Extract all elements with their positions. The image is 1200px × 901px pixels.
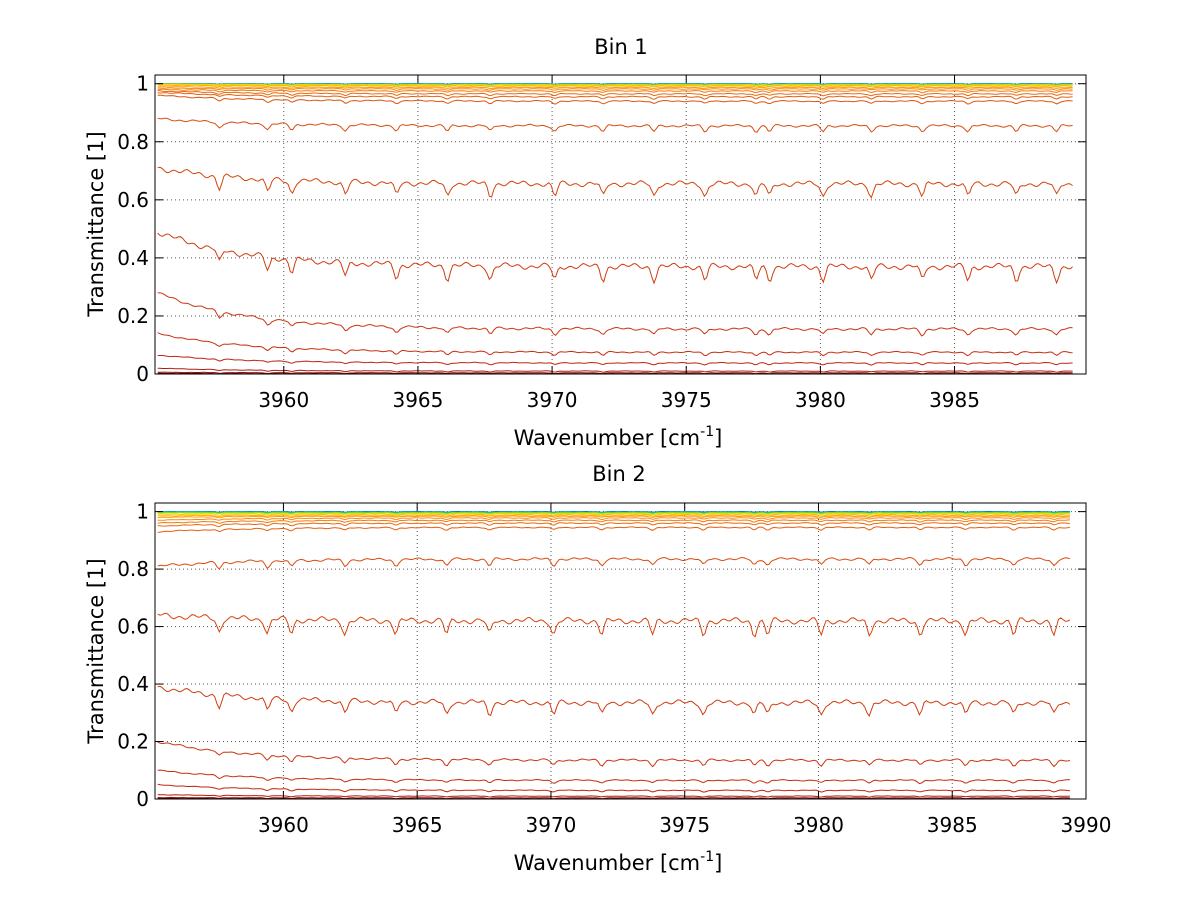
series-line (157, 367, 1073, 373)
chart-panel-bin-1: Bin 1 3960 3965 3970 3975 3980 3985 0 0.2 0.4 0.… (84, 35, 1087, 450)
series-line (157, 517, 1070, 521)
x-tick-label: 3970 (527, 388, 578, 412)
series-group (157, 83, 1073, 375)
chart-panel-bin-2: Bin 2 3960 3965 3970 3975 3980 3985 3990 00.20… (84, 462, 1111, 875)
axes-box (154, 74, 1087, 375)
y-ticks: 0 0.2 0.4 0.6 0.8 1 (117, 72, 1086, 386)
y-tick-label: 0.8 (117, 557, 149, 581)
series-line (157, 355, 1073, 366)
chart-title: Bin 2 (592, 462, 646, 486)
series-line (157, 371, 1073, 375)
y-tick-label: 1 (136, 72, 149, 96)
y-tick-label: 0.2 (117, 304, 149, 328)
series-line (157, 514, 1070, 518)
x-tick-label: 3965 (392, 388, 443, 412)
x-ticks: 3960 3965 3970 3975 3980 3985 3990 (258, 503, 1111, 837)
series-group (157, 510, 1071, 800)
series-line (157, 292, 1073, 337)
y-tick-label: 0.6 (117, 615, 149, 639)
series-line (157, 87, 1073, 91)
y-tick-label: 0.6 (117, 188, 149, 212)
y-tick-label: 0 (136, 787, 149, 811)
series-line (157, 519, 1070, 524)
x-axis-label: Wavenumber [cm-1] (514, 849, 723, 875)
x-tick-label: 3970 (525, 813, 576, 837)
series-line (157, 117, 1073, 133)
series-line (157, 92, 1073, 100)
series-line (157, 88, 1073, 94)
x-tick-label: 3980 (795, 388, 846, 412)
y-tick-label: 0.4 (117, 672, 149, 696)
series-line (157, 94, 1073, 105)
series-line (157, 522, 1070, 528)
series-line (157, 685, 1071, 718)
axes-box (154, 502, 1087, 800)
series-line (157, 769, 1070, 785)
plot-area (155, 503, 1086, 799)
x-axis-label: Wavenumber [cm-1] (514, 424, 723, 450)
x-ticks: 3960 3965 3970 3975 3980 3985 (258, 75, 980, 412)
x-tick-label: 3980 (793, 813, 844, 837)
x-tick-label: 3985 (929, 388, 980, 412)
y-tick-label: 0.8 (117, 130, 149, 154)
series-line (157, 232, 1073, 285)
series-line (157, 794, 1070, 798)
chart-title: Bin 1 (594, 35, 648, 59)
y-tick-label: 1 (136, 500, 149, 524)
x-tick-label: 3990 (1061, 813, 1112, 837)
series-line (157, 84, 1073, 88)
series-line (157, 332, 1073, 357)
series-line (157, 515, 1070, 519)
series-line (157, 90, 1073, 97)
series-line (157, 513, 1070, 516)
series-line (157, 526, 1070, 533)
series-line (157, 556, 1071, 570)
y-axis-label: Transmittance [1] (84, 131, 108, 317)
y-axis-label: Transmittance [1] (84, 558, 108, 744)
series-line (157, 796, 1070, 800)
series-line (157, 612, 1071, 638)
y-ticks: 0 0.2 0.4 0.6 0.8 1 (117, 500, 1086, 811)
x-tick-label: 3975 (661, 388, 712, 412)
x-tick-label: 3960 (258, 388, 309, 412)
series-line (157, 86, 1073, 90)
series-line (157, 510, 1070, 514)
x-tick-label: 3985 (927, 813, 978, 837)
y-tick-label: 0.2 (117, 730, 149, 754)
x-tick-label: 3965 (392, 813, 443, 837)
series-line (157, 783, 1070, 793)
y-tick-label: 0.4 (117, 246, 149, 270)
series-line (157, 166, 1073, 199)
series-line (157, 741, 1071, 768)
y-tick-label: 0 (136, 362, 149, 386)
x-tick-label: 3960 (258, 813, 309, 837)
series-line (157, 83, 1073, 87)
x-tick-label: 3975 (659, 813, 710, 837)
